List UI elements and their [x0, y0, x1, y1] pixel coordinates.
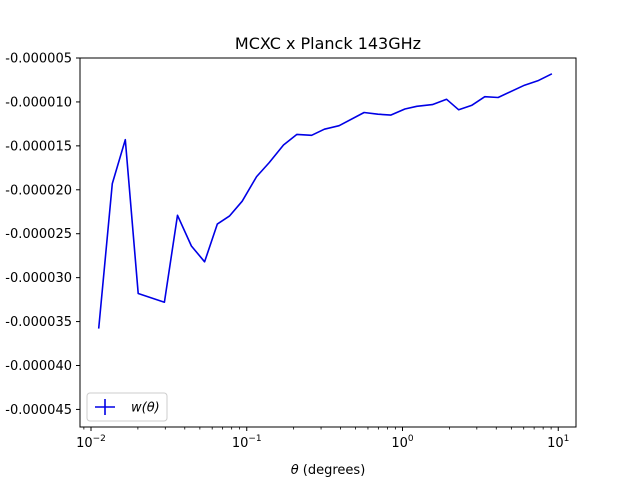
y-tick-label: -0.000040	[5, 359, 72, 374]
legend-box	[86, 392, 168, 422]
chart-title: MCXC x Planck 143GHz	[235, 34, 421, 53]
y-tick-label: -0.000030	[5, 271, 72, 286]
x-tick-label: 101	[547, 434, 569, 451]
y-tick-label: -0.000015	[5, 139, 72, 154]
series-layer	[97, 73, 553, 329]
legend[interactable]: w(θ)	[86, 392, 168, 422]
y-tick-label: -0.000025	[5, 227, 72, 242]
axes-frame	[79, 57, 577, 428]
y-tick-label: -0.000045	[5, 403, 72, 418]
series-line-0	[97, 73, 553, 329]
y-tick-label: -0.000005	[5, 52, 72, 67]
x-tick-label: 100	[391, 434, 414, 451]
x-tick-label: 10−2	[76, 434, 106, 451]
y-tick-label: -0.000010	[5, 95, 72, 110]
plot-area	[79, 57, 577, 428]
y-axis: -0.000005 -0.000010 -0.000015 -0.000020 -0.0…	[5, 52, 80, 418]
x-axis: 10−2 10−1 100 101	[76, 427, 569, 451]
x-axis-label: θ (degrees)	[291, 463, 366, 478]
x-tick-label: 10−1	[232, 434, 262, 451]
y-tick-label: -0.000035	[5, 315, 72, 330]
legend-label: w(θ)	[131, 401, 160, 416]
y-tick-label: -0.000020	[5, 183, 72, 198]
